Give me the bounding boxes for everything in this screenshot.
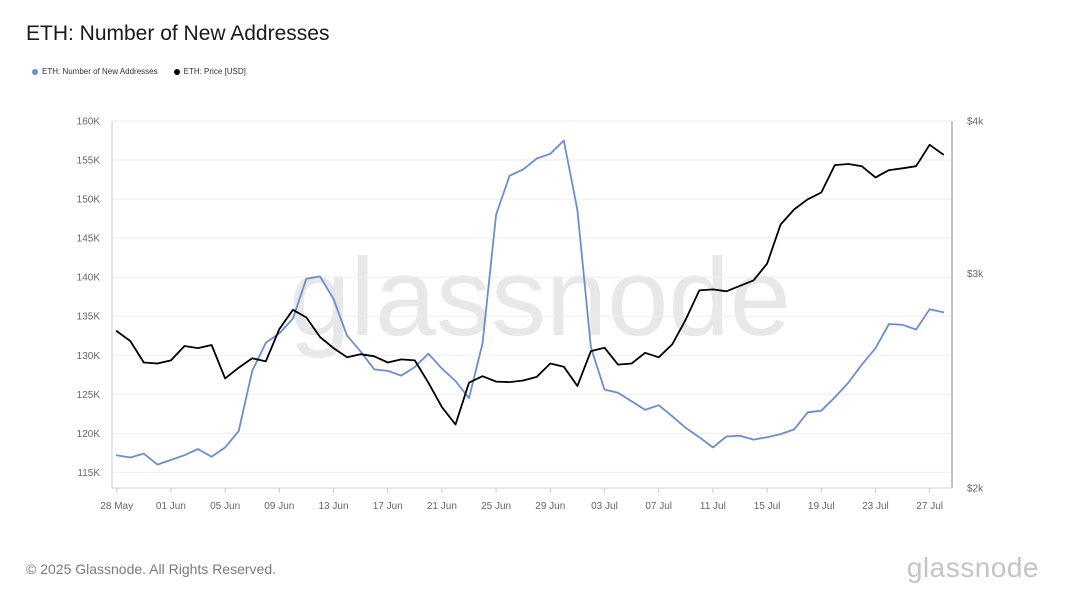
watermark-text: glassnode: [289, 236, 791, 359]
brand-logo: glassnode: [906, 552, 1039, 583]
y-left-tick-label: 125K: [77, 390, 101, 401]
y-left-tick-label: 145K: [77, 234, 101, 245]
y-left-tick-label: 130K: [77, 351, 101, 362]
x-tick-label: 13 Jun: [319, 501, 349, 512]
legend-marker-new-addresses: [32, 68, 38, 75]
legend-label-new-addresses: ETH: Number of New Addresses: [42, 67, 158, 76]
x-tick-label: 29 Jun: [535, 501, 565, 512]
x-tick-label: 23 Jul: [862, 501, 889, 512]
y-left-tick-label: 120K: [77, 429, 101, 440]
y-left-tick-label: 150K: [77, 195, 101, 206]
x-tick-label: 28 May: [100, 501, 133, 512]
x-tick-label: 25 Jun: [481, 501, 511, 512]
y-right-tick-label: $4k: [967, 117, 984, 128]
legend-label-price: ETH: Price [USD]: [183, 67, 246, 76]
y-left-tick-label: 115K: [77, 468, 100, 479]
gridlines: [112, 120, 952, 473]
y-left-tick-label: 155K: [77, 156, 101, 167]
chart-title: ETH: Number of New Addresses: [26, 22, 330, 45]
y-left-tick-label: 140K: [77, 273, 101, 284]
y-right-tick-label: $3k: [967, 269, 984, 280]
y-left-tick-label: 160K: [77, 117, 101, 128]
legend-marker-price: [173, 68, 180, 75]
x-tick-label: 03 Jul: [591, 501, 618, 512]
axes: 115K 120K 125K 130K 135K 140K 145K 150K 155K 160K…: [77, 117, 984, 513]
x-tick-label: 17 Jun: [373, 501, 403, 512]
series-lines: [115, 139, 945, 466]
legend-item-new-addresses[interactable]: ETH: Number of New Addresses: [32, 67, 158, 76]
x-tick-label: 19 Jul: [808, 501, 835, 512]
x-tick-label: 27 Jul: [916, 501, 943, 512]
series-line-new-addresses: [115, 139, 945, 466]
x-tick-label: 09 Jun: [264, 501, 294, 512]
y-left-tick-label: 135K: [77, 312, 101, 323]
legend: ETH: Number of New Addresses ETH: Price …: [32, 67, 246, 76]
x-tick-label: 15 Jul: [754, 501, 781, 512]
y-right-tick-label: $2k: [967, 484, 984, 495]
x-tick-label: 07 Jul: [645, 501, 672, 512]
x-tick-label: 01 Jun: [156, 501, 186, 512]
series-line-price: [115, 143, 945, 426]
x-tick-label: 21 Jun: [427, 501, 457, 512]
x-tick-label: 05 Jun: [210, 501, 240, 512]
legend-item-price[interactable]: ETH: Price [USD]: [173, 67, 246, 76]
copyright-text: © 2025 Glassnode. All Rights Reserved.: [26, 561, 277, 577]
x-tick-label: 11 Jul: [700, 501, 726, 512]
